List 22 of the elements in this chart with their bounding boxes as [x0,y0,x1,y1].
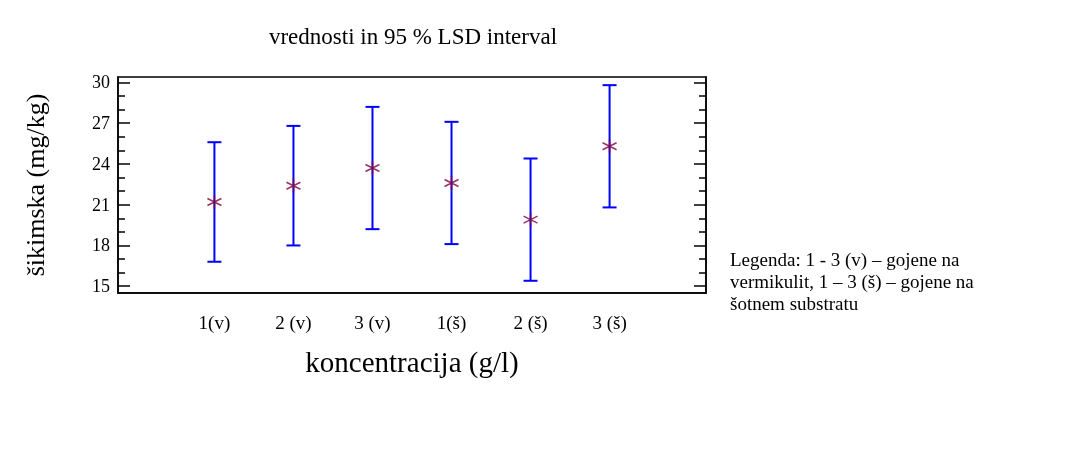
point [206,194,223,210]
x-tick-label: 1(v) [198,312,231,334]
y-tick-label: 24 [92,153,110,174]
y-axis-title: šikimska (mg/kg) [20,93,50,277]
point [364,160,381,176]
x-tick-label: 2 (v) [275,312,312,334]
y-tick-label: 30 [92,72,110,93]
x-tick-label: 3 (v) [354,312,391,334]
chart-title: vrednosti in 95 % LSD interval [268,24,558,49]
y-tick-label: 21 [92,194,110,215]
text: Legenda: 1 - 3 (v) – gojene na vermikulit, 1 – 3 (š) – gojene na šotnem substratu [730,248,979,314]
point [285,177,302,194]
x-axis-title: koncentracija (g/l) [305,345,519,379]
y-tick-label: 27 [92,113,110,134]
y-tick-label: 15 [92,276,110,297]
y-tick-label: 18 [92,235,110,256]
x-tick-label: 3 (š) [592,312,627,334]
x-tick-label: 1(š) [436,312,467,334]
point [443,175,460,191]
point [522,211,539,228]
x-tick-label: 2 (š) [513,312,548,334]
point [601,138,618,155]
